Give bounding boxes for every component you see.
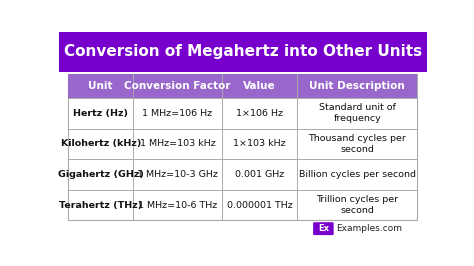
Text: Thousand cycles per
second: Thousand cycles per second — [308, 134, 406, 154]
FancyBboxPatch shape — [68, 74, 418, 220]
Text: 1 MHz=10-6 THz: 1 MHz=10-6 THz — [138, 201, 217, 210]
Text: Conversion Factor: Conversion Factor — [124, 81, 231, 91]
Text: Value: Value — [243, 81, 276, 91]
Text: Billion cycles per second: Billion cycles per second — [299, 170, 416, 179]
Text: 1 MHz=10-3 GHz: 1 MHz=10-3 GHz — [137, 170, 218, 179]
Text: Standard unit of
frequency: Standard unit of frequency — [319, 103, 396, 123]
Text: 1×103 kHz: 1×103 kHz — [233, 139, 286, 148]
Text: Trillion cycles per
second: Trillion cycles per second — [316, 195, 398, 215]
Text: Examples.com: Examples.com — [337, 224, 402, 233]
Text: Conversion of Megahertz into Other Units: Conversion of Megahertz into Other Units — [64, 44, 422, 59]
Text: 1 MHz=103 kHz: 1 MHz=103 kHz — [140, 139, 215, 148]
Text: 1×106 Hz: 1×106 Hz — [236, 109, 283, 118]
FancyBboxPatch shape — [313, 222, 334, 235]
FancyBboxPatch shape — [59, 32, 427, 72]
Text: 1 MHz=106 Hz: 1 MHz=106 Hz — [142, 109, 212, 118]
Text: Kilohertz (kHz): Kilohertz (kHz) — [61, 139, 141, 148]
Text: Gigahertz (GHz): Gigahertz (GHz) — [58, 170, 144, 179]
Text: Terahertz (THz): Terahertz (THz) — [59, 201, 142, 210]
Text: Ex: Ex — [318, 224, 329, 233]
Text: Hertz (Hz): Hertz (Hz) — [73, 109, 128, 118]
FancyBboxPatch shape — [68, 74, 418, 98]
Text: 0.001 GHz: 0.001 GHz — [235, 170, 284, 179]
Text: Unit Description: Unit Description — [310, 81, 405, 91]
Text: 0.000001 THz: 0.000001 THz — [227, 201, 292, 210]
Text: Unit: Unit — [89, 81, 113, 91]
